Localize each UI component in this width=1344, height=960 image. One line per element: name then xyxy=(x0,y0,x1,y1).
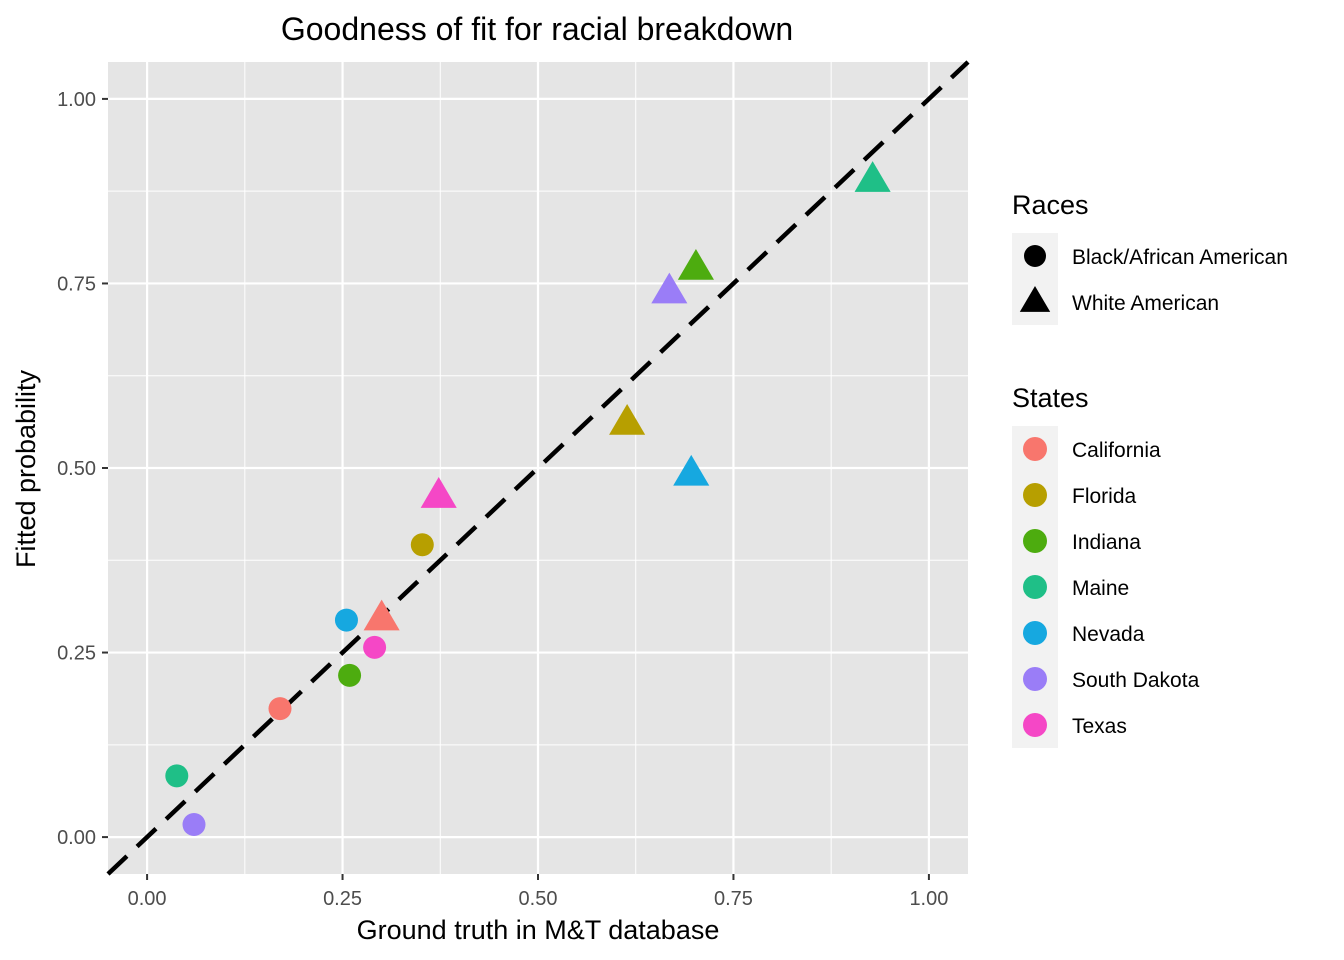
legend-key-indiana xyxy=(1023,529,1047,553)
legend-races: Races Black/African American White Americ… xyxy=(1012,190,1288,325)
y-tick-label: 0.75 xyxy=(57,273,96,295)
point-texas-triangle xyxy=(420,477,457,508)
grid-major xyxy=(108,62,968,874)
legend-key-south-dakota xyxy=(1023,667,1047,691)
reference-line xyxy=(106,60,970,876)
x-axis-title: Ground truth in M&T database xyxy=(357,915,720,945)
legend-states-title: States xyxy=(1012,383,1089,413)
point-california-triangle xyxy=(363,599,400,631)
legend-key-florida xyxy=(1023,483,1047,507)
point-indiana-triangle xyxy=(677,248,714,280)
point-maine-triangle xyxy=(854,161,891,192)
y-tick-label: 1.00 xyxy=(57,89,96,111)
legend-key-circle xyxy=(1024,245,1046,267)
legend-key-triangle xyxy=(1019,286,1051,312)
legend-states-label: Maine xyxy=(1072,577,1129,600)
x-tick-label: 1.00 xyxy=(909,888,948,910)
x-tick-label: 0.50 xyxy=(519,888,558,910)
y-tick-label: 0.25 xyxy=(57,643,96,665)
point-texas-circle xyxy=(363,635,387,659)
legend-states: States California Florida Indiana Maine Neva… xyxy=(1012,383,1200,748)
legend-states-label: California xyxy=(1072,439,1161,462)
x-tick-label: 0.75 xyxy=(714,888,753,910)
chart-title: Goodness of fit for racial breakdown xyxy=(281,11,793,47)
y-axis: 0.00 0.25 0.50 0.75 1.00 xyxy=(57,89,108,849)
point-florida-circle xyxy=(410,533,434,557)
legend-states-label: South Dakota xyxy=(1072,669,1200,692)
reference-line-layer xyxy=(106,60,970,876)
points-layer xyxy=(165,161,891,837)
point-indiana-circle xyxy=(338,663,362,687)
x-axis: 0.00 0.25 0.50 0.75 1.00 xyxy=(128,874,948,910)
point-california-circle xyxy=(268,697,292,721)
legend-states-label: Indiana xyxy=(1072,531,1141,554)
point-florida-triangle xyxy=(609,403,646,435)
legend-key-california xyxy=(1023,437,1047,461)
legend-races-label: Black/African American xyxy=(1072,246,1288,269)
x-tick-label: 0.25 xyxy=(323,888,362,910)
x-tick-label: 0.00 xyxy=(128,888,167,910)
point-nevada-triangle xyxy=(673,454,710,486)
legend-states-label: Florida xyxy=(1072,485,1137,508)
y-tick-label: 0.00 xyxy=(57,827,96,849)
legend-key-nevada xyxy=(1023,621,1047,645)
point-maine-circle xyxy=(165,764,189,788)
point-nevada-circle xyxy=(334,608,358,632)
point-south-dakota-triangle xyxy=(651,272,688,304)
y-tick-label: 0.50 xyxy=(57,458,96,480)
y-axis-title: Fitted probability xyxy=(11,369,41,568)
legend-states-label: Nevada xyxy=(1072,623,1145,646)
legend-races-title: Races xyxy=(1012,190,1089,220)
legend-races-label: White American xyxy=(1072,292,1219,315)
legend-key-texas xyxy=(1023,713,1047,737)
legend-key-maine xyxy=(1023,575,1047,599)
legend-states-label: Texas xyxy=(1072,715,1127,738)
point-south-dakota-circle xyxy=(182,813,206,837)
